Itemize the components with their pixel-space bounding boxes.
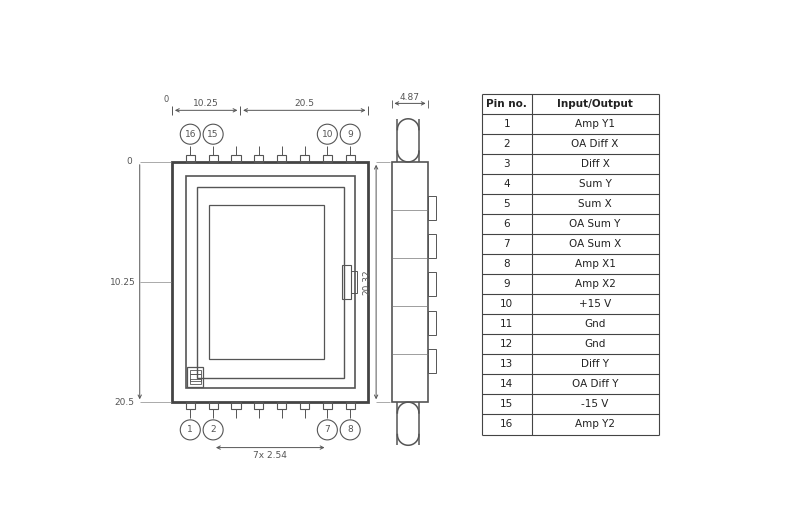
Text: Amp Y1: Amp Y1 <box>575 119 615 129</box>
Bar <box>209 205 324 359</box>
Bar <box>429 350 436 373</box>
Text: 12: 12 <box>500 340 513 350</box>
Text: 14: 14 <box>500 380 513 390</box>
Bar <box>343 265 351 299</box>
Text: 7: 7 <box>503 239 510 249</box>
Text: +15 V: +15 V <box>579 299 611 309</box>
Text: 0: 0 <box>126 157 132 166</box>
Text: Gnd: Gnd <box>584 319 606 329</box>
Text: -15 V: -15 V <box>581 400 609 410</box>
Text: Amp X2: Amp X2 <box>575 279 616 289</box>
Text: 11: 11 <box>500 319 513 329</box>
Text: 6: 6 <box>503 219 510 229</box>
Text: Gnd: Gnd <box>584 340 606 350</box>
Text: 8: 8 <box>347 426 353 435</box>
Bar <box>392 162 429 402</box>
Text: 15: 15 <box>500 400 513 410</box>
Text: OA Sum X: OA Sum X <box>569 239 621 249</box>
Bar <box>322 402 332 409</box>
Bar <box>254 155 264 162</box>
Text: Diff Y: Diff Y <box>581 360 609 370</box>
Text: 10.25: 10.25 <box>193 99 219 108</box>
Circle shape <box>340 420 360 440</box>
Bar <box>346 155 355 162</box>
Bar <box>197 186 344 378</box>
Bar <box>429 234 436 258</box>
Text: 5: 5 <box>503 199 510 209</box>
Circle shape <box>340 124 360 144</box>
Text: 3: 3 <box>503 159 510 169</box>
Bar <box>186 176 355 388</box>
Text: 10: 10 <box>500 299 513 309</box>
Text: Input/Output: Input/Output <box>557 99 634 109</box>
Text: 13: 13 <box>500 360 513 370</box>
Text: Sum X: Sum X <box>579 199 612 209</box>
Text: 20.5: 20.5 <box>114 398 135 407</box>
Text: 20.5: 20.5 <box>294 99 314 108</box>
Bar <box>429 272 436 296</box>
Circle shape <box>203 420 223 440</box>
Text: Diff X: Diff X <box>581 159 609 169</box>
Circle shape <box>181 124 201 144</box>
Bar <box>351 271 357 293</box>
Bar <box>300 402 310 409</box>
Text: 4.87: 4.87 <box>400 93 420 102</box>
Text: 10: 10 <box>322 130 333 139</box>
Text: 9: 9 <box>347 130 353 139</box>
Circle shape <box>318 420 338 440</box>
Text: 2: 2 <box>503 139 510 149</box>
Text: 1: 1 <box>503 119 510 129</box>
Bar <box>300 155 310 162</box>
Bar <box>209 155 218 162</box>
Circle shape <box>318 124 338 144</box>
Text: 8: 8 <box>503 259 510 269</box>
Text: 0: 0 <box>164 95 168 104</box>
Bar <box>189 379 201 384</box>
Bar <box>429 195 436 220</box>
Text: 7x 2.54: 7x 2.54 <box>253 451 287 460</box>
Bar <box>254 402 264 409</box>
Bar <box>231 402 241 409</box>
Text: OA Sum Y: OA Sum Y <box>570 219 621 229</box>
Text: Amp X1: Amp X1 <box>575 259 616 269</box>
Text: Sum Y: Sum Y <box>579 179 612 189</box>
Circle shape <box>181 420 201 440</box>
Bar <box>185 402 195 409</box>
Bar <box>188 367 203 386</box>
Text: 7: 7 <box>325 426 330 435</box>
Bar <box>172 162 368 402</box>
Bar <box>277 155 286 162</box>
Text: 16: 16 <box>500 419 513 429</box>
Bar <box>322 155 332 162</box>
Bar <box>189 370 201 374</box>
Bar <box>185 155 195 162</box>
Text: 20.32: 20.32 <box>363 269 372 295</box>
Bar <box>277 402 286 409</box>
Text: Amp Y2: Amp Y2 <box>575 419 615 429</box>
Text: 9: 9 <box>503 279 510 289</box>
Text: 2: 2 <box>210 426 216 435</box>
Bar <box>429 311 436 335</box>
Text: Pin no.: Pin no. <box>486 99 527 109</box>
Text: 15: 15 <box>207 130 219 139</box>
Circle shape <box>203 124 223 144</box>
Text: 4: 4 <box>503 179 510 189</box>
Bar <box>231 155 241 162</box>
Bar <box>209 402 218 409</box>
Text: 1: 1 <box>188 426 193 435</box>
Text: OA Diff X: OA Diff X <box>571 139 619 149</box>
Text: 10.25: 10.25 <box>110 278 135 287</box>
Text: OA Diff Y: OA Diff Y <box>572 380 618 390</box>
Bar <box>346 402 355 409</box>
Text: 16: 16 <box>185 130 196 139</box>
